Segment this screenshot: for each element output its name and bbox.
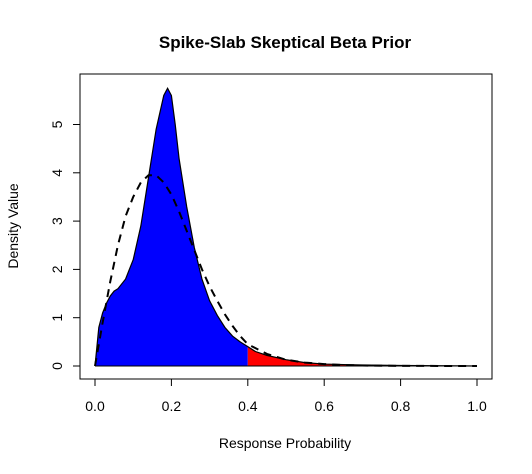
x-tick-label: 0.2 [162, 398, 182, 414]
x-axis-label: Response Probability [219, 435, 351, 451]
density-area-below-threshold [95, 88, 248, 367]
density-area-above-threshold [247, 346, 477, 366]
plot-area [94, 86, 478, 367]
y-tick-label: 4 [49, 169, 65, 177]
dashed-density-line [94, 174, 478, 367]
x-axis: 0.0 0.2 0.4 0.6 0.8 1.0 [85, 378, 487, 414]
y-tick-label: 0 [49, 362, 65, 370]
x-tick-label: 1.0 [467, 398, 487, 414]
y-tick-label: 5 [49, 120, 65, 128]
y-axis: 0 1 2 3 4 5 [49, 120, 81, 370]
x-tick-label: 0.4 [238, 398, 258, 414]
y-tick-label: 3 [49, 217, 65, 225]
y-tick-label: 1 [49, 314, 65, 322]
y-tick-label: 2 [49, 265, 65, 273]
chart-title: Spike-Slab Skeptical Beta Prior [159, 33, 412, 52]
x-tick-label: 0.0 [85, 398, 105, 414]
x-tick-label: 0.8 [391, 398, 411, 414]
y-axis-label: Density Value [5, 183, 21, 269]
x-tick-label: 0.6 [314, 398, 334, 414]
